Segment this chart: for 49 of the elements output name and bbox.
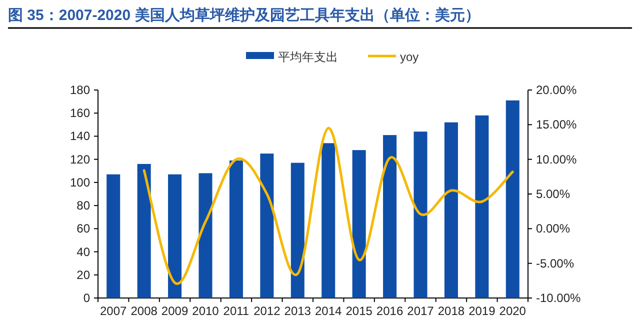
x-tick-label: 2012 — [254, 304, 281, 318]
bar — [198, 173, 212, 298]
y-tick-label: 180 — [70, 83, 90, 97]
bar — [168, 174, 182, 298]
x-tick-label: 2013 — [284, 304, 312, 318]
y-tick-label: 100 — [70, 175, 90, 190]
y-tick-label: 160 — [70, 106, 90, 120]
y2-tick-label: 10.00% — [536, 152, 578, 166]
x-tick-label: 2009 — [161, 304, 188, 318]
legend-label: yoy — [400, 50, 419, 64]
legend-label: 平均年支出 — [278, 50, 338, 64]
y-tick-label: 120 — [70, 152, 90, 166]
y2-tick-label: -10.00% — [536, 291, 582, 305]
x-tick-label: 2008 — [130, 304, 158, 318]
y-tick-label: 20 — [76, 268, 90, 282]
bar — [383, 135, 397, 298]
bar — [229, 160, 243, 298]
bar — [290, 162, 304, 298]
bar — [106, 174, 120, 298]
y2-tick-label: -5.00% — [536, 256, 574, 270]
bar — [137, 164, 151, 298]
x-tick-label: 2016 — [376, 304, 404, 318]
bar — [444, 122, 458, 298]
bar — [414, 132, 428, 298]
x-tick-label: 2011 — [223, 304, 250, 318]
bar — [475, 115, 489, 298]
chart-title: 图 35：2007-2020 美国人均草坪维护及园艺工具年支出（单位：美元） — [8, 6, 480, 24]
bar — [506, 100, 520, 298]
bar — [322, 143, 336, 298]
line-series — [142, 126, 514, 284]
x-tick-label: 2015 — [346, 304, 373, 318]
bar — [352, 150, 366, 298]
x-tick-label: 2019 — [468, 304, 496, 318]
y-tick-label: 140 — [70, 129, 90, 144]
y-tick-label: 40 — [76, 244, 90, 259]
y2-tick-label: 5.00% — [536, 187, 570, 201]
x-tick-label: 2017 — [407, 304, 434, 318]
x-tick-label: 2007 — [100, 304, 128, 318]
y-tick-label: 80 — [76, 198, 90, 213]
y2-tick-label: 15.00% — [536, 118, 578, 132]
y2-tick-label: 0.00% — [536, 222, 570, 236]
x-tick-label: 2010 — [192, 304, 220, 318]
y2-tick-label: 20.00% — [536, 83, 578, 97]
x-tick-label: 2018 — [438, 304, 465, 318]
x-tick-label: 2014 — [315, 304, 342, 318]
y-tick-label: 60 — [76, 222, 90, 236]
x-tick-label: 2020 — [499, 304, 526, 318]
bar — [260, 154, 274, 298]
y-tick-label: 0 — [83, 291, 90, 305]
